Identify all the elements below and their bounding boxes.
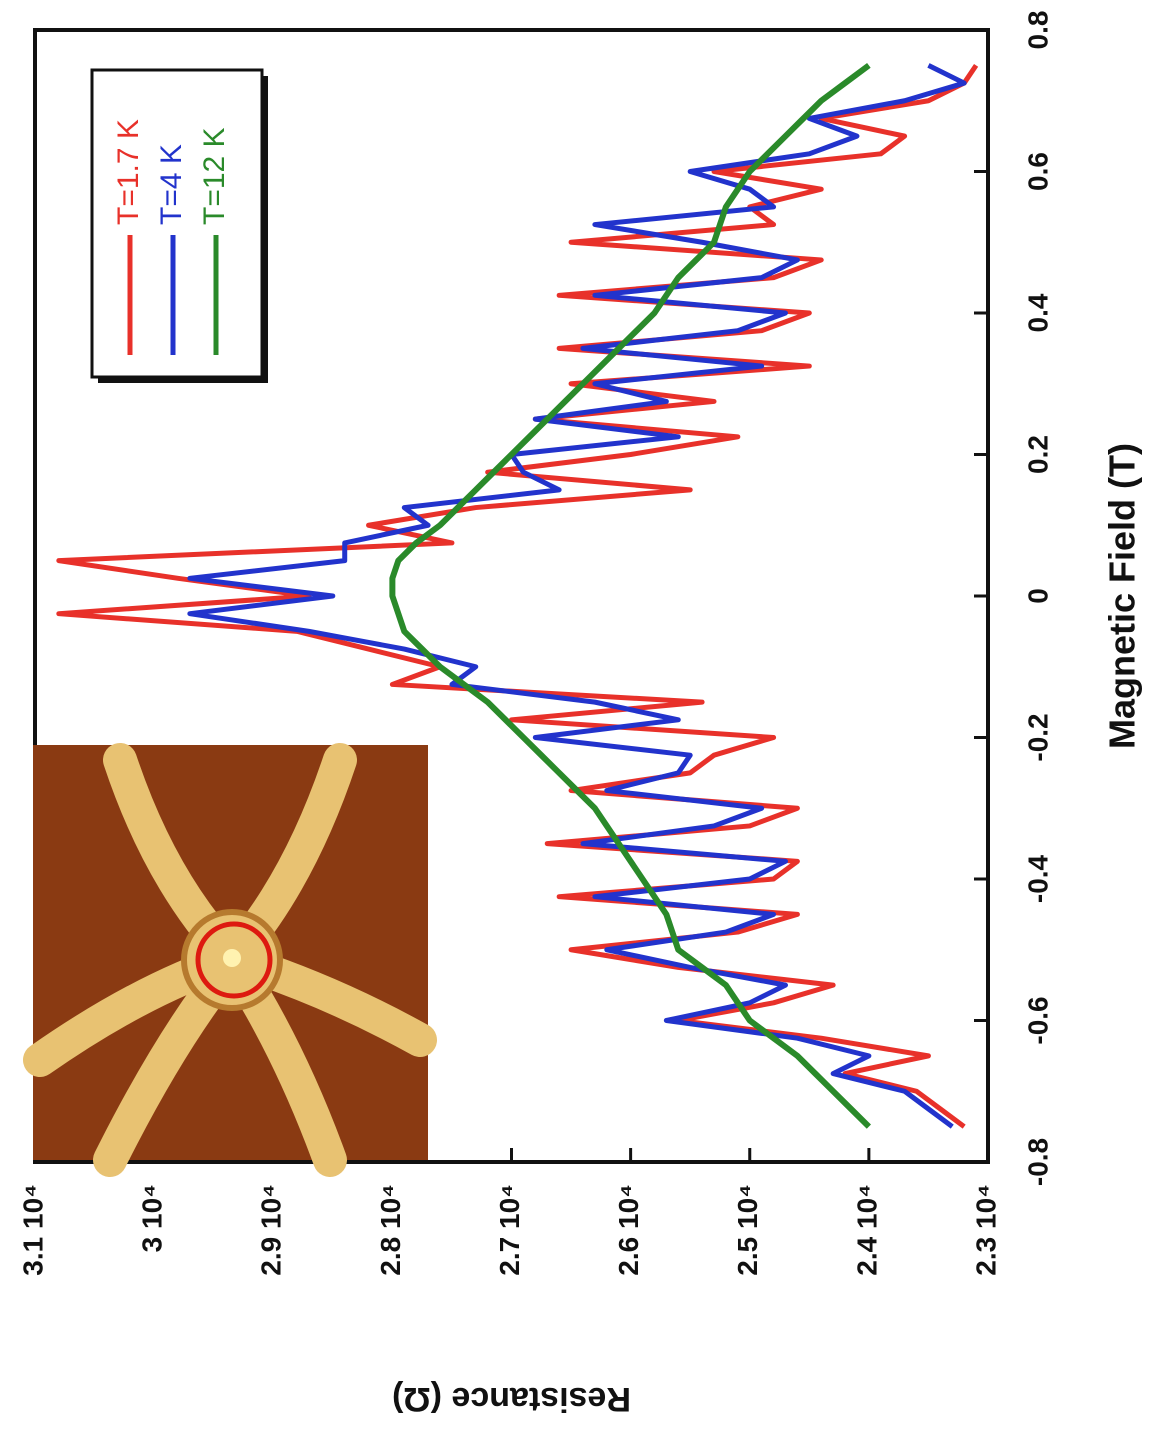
y-axis-label: Resistance (Ω) [392, 1380, 631, 1418]
x-tick-label: 0.2 [1022, 435, 1053, 474]
line-series [392, 65, 869, 1126]
x-tick-label: -0.4 [1022, 854, 1053, 903]
x-tick-label: 0.4 [1022, 293, 1053, 332]
x-tick-label: -0.8 [1022, 1138, 1053, 1186]
x-tick-label: 0 [1022, 588, 1053, 604]
y-tick-label: 2.5 10⁴ [732, 1184, 763, 1276]
legend: T=1.7 K T=4 K T=12 K [92, 70, 268, 383]
y-tick-label: 2.3 10⁴ [970, 1184, 1001, 1276]
y-tick-label: 2.8 10⁴ [375, 1184, 406, 1276]
legend-label: T=4 K [155, 144, 188, 225]
inset-dot [223, 949, 241, 967]
x-tick-label: -0.6 [1022, 996, 1053, 1044]
afm-inset [33, 745, 428, 1160]
chart: -0.8 -0.6 -0.4 -0.2 0 0.2 0.4 0.6 0.8 2.3 10⁴ 2.4 … [0, 0, 1151, 1433]
y-tick-label: 2.9 10⁴ [256, 1184, 287, 1276]
y-tick-label: 2.4 10⁴ [851, 1184, 882, 1276]
y-tick-label: 2.6 10⁴ [613, 1184, 644, 1276]
rotated-plot: -0.8 -0.6 -0.4 -0.2 0 0.2 0.4 0.6 0.8 2.3 10⁴ 2.4 … [17, 11, 1142, 1418]
x-tick-label: 0.6 [1022, 152, 1053, 191]
y-tick-label: 2.7 10⁴ [494, 1184, 525, 1276]
legend-label: T=12 K [198, 127, 231, 225]
x-tick-label: -0.2 [1022, 713, 1053, 761]
y-tick-label: 3 10⁴ [137, 1184, 168, 1252]
x-tick-label: 0.8 [1022, 11, 1053, 50]
legend-label: T=1.7 K [112, 119, 145, 225]
y-tick-label: 3.1 10⁴ [17, 1184, 48, 1276]
x-axis-label: Magnetic Field (T) [1102, 443, 1143, 749]
